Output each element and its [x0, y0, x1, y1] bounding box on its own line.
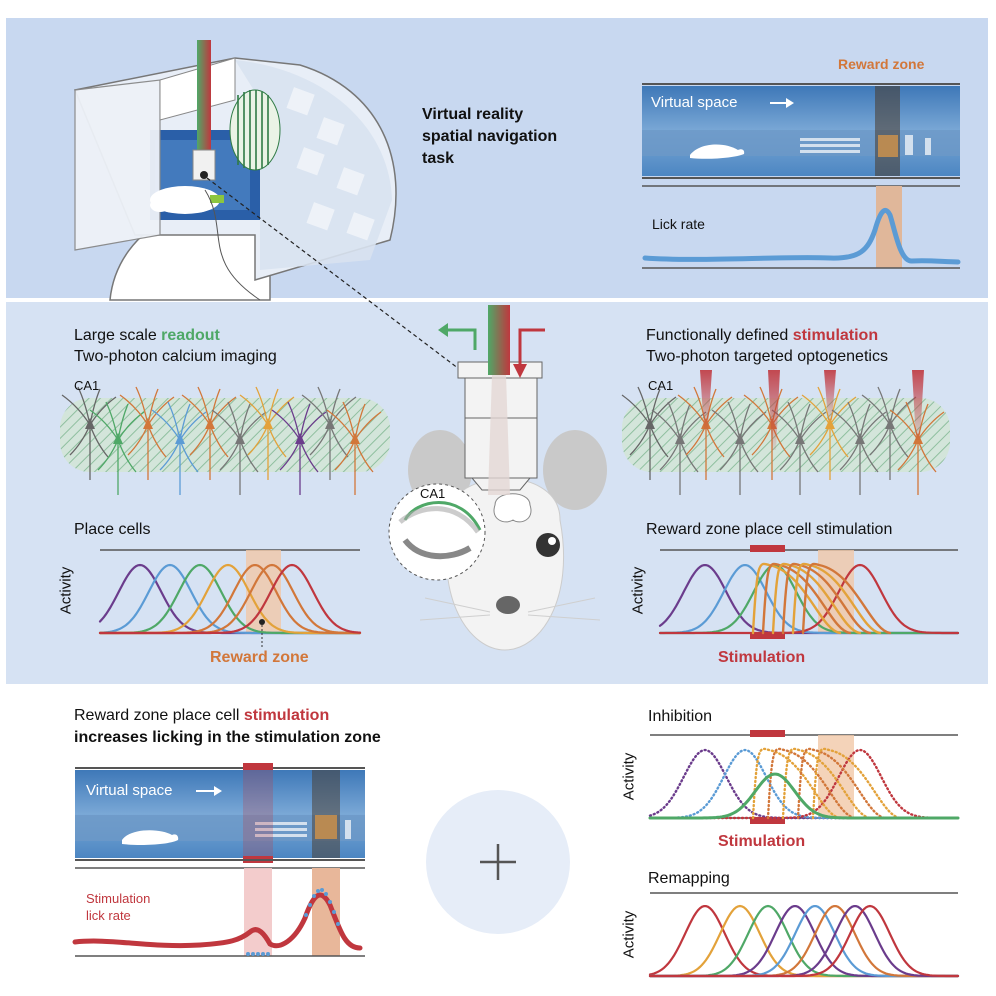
- remapped-curve: [648, 905, 960, 978]
- neuron: [801, 386, 857, 480]
- vr-track-top: [642, 83, 961, 269]
- vr-track-bottom: [72, 763, 365, 957]
- inhibited-curve: [811, 747, 902, 820]
- reward-zone-label-mid: Reward zone: [210, 649, 309, 666]
- neuron: [89, 401, 145, 495]
- vr-title-line1: Virtual reality: [422, 106, 524, 123]
- vr-title-line2: spatial navigation: [422, 128, 558, 145]
- neuron: [831, 401, 887, 495]
- neuron: [181, 386, 237, 480]
- activity-axis-left: Activity: [57, 566, 75, 615]
- place-cells-title: Place cells: [74, 521, 151, 538]
- stimulation-label-bottom: Stimulation: [718, 833, 806, 850]
- stimulated-place-cell-curve: [781, 562, 872, 635]
- place-cell-curve: [98, 563, 362, 635]
- stim-lick-rate-curve: [72, 892, 363, 951]
- mouse-silhouette-bottom: [122, 830, 179, 845]
- readout-heading: Large scale readout: [74, 327, 220, 344]
- ca1-label-center: CA1: [420, 486, 446, 501]
- remapping-plot: [648, 892, 960, 978]
- place-cells-plot: [98, 549, 362, 648]
- stim-lick-label-line2: lick rate: [86, 908, 131, 923]
- place-cell-curve: [658, 563, 960, 635]
- stim-plot-title: Reward zone place cell stimulation: [646, 521, 893, 538]
- stimulation-highlight: stimulation: [792, 327, 879, 344]
- stimulation-label-mid: Stimulation: [718, 649, 806, 666]
- neuron: [621, 386, 677, 480]
- reward-zone-label-top: Reward zone: [838, 56, 925, 72]
- inhibited-curve: [766, 747, 857, 820]
- inhibition-title: Inhibition: [648, 708, 713, 725]
- vr-title-line3: task: [422, 150, 455, 167]
- microscope-objective: [438, 305, 545, 495]
- stimulated-place-cell-curve: [751, 562, 842, 635]
- neuron: [271, 401, 327, 495]
- bottom-heading-line1: Reward zone place cell stimulation: [74, 707, 330, 724]
- inhibition-plot: [648, 730, 960, 824]
- neurons-left: [61, 386, 382, 495]
- stim-plot: [658, 545, 960, 639]
- mouse-head-illustration: [388, 430, 607, 651]
- neuron: [651, 401, 707, 495]
- virtual-space-label-bottom: Virtual space: [86, 782, 173, 799]
- bottom-heading-line2: increases licking in the stimulation zon…: [74, 729, 381, 746]
- remaining-curve: [648, 772, 960, 820]
- plus-icon: [480, 844, 516, 880]
- lick-rate-curve-top: [642, 208, 961, 265]
- ca1-label-left: CA1: [74, 378, 100, 393]
- stimulation-subheading: Two-photon targeted optogenetics: [646, 348, 888, 365]
- neuron: [861, 386, 917, 480]
- inhibited-curve: [751, 747, 842, 820]
- lick-rate-label: Lick rate: [652, 216, 705, 232]
- stimulated-place-cell-curve: [761, 562, 852, 635]
- neuron: [326, 401, 382, 495]
- neuron: [151, 401, 207, 495]
- neuron: [301, 386, 357, 480]
- ca1-label-right: CA1: [648, 378, 674, 393]
- virtual-space-label-top: Virtual space: [651, 94, 738, 111]
- stimulated-place-cell-curve: [771, 562, 862, 635]
- remapping-title: Remapping: [648, 870, 730, 887]
- inhibited-curve: [781, 747, 872, 820]
- readout-highlight: readout: [161, 327, 220, 344]
- activity-axis-remapping: Activity: [620, 910, 638, 959]
- activity-axis-right: Activity: [629, 566, 647, 615]
- neuron: [61, 386, 117, 480]
- stimulated-place-cell-curve: [791, 562, 882, 635]
- stim-lick-label-line1: Stimulation: [86, 891, 151, 906]
- neuron: [119, 386, 175, 480]
- neuron: [711, 401, 767, 495]
- activity-axis-inhibition: Activity: [620, 752, 638, 801]
- neuron: [211, 401, 267, 495]
- stimulated-place-cell-curve: [801, 562, 892, 635]
- readout-subheading: Two-photon calcium imaging: [74, 348, 277, 365]
- mouse-silhouette-top: [690, 144, 745, 159]
- remapped-curve: [648, 904, 960, 978]
- laser-beams: [700, 370, 924, 450]
- vr-rig-illustration: [73, 40, 397, 301]
- connector-line: [206, 177, 501, 401]
- inhibited-curve: [796, 747, 887, 820]
- neuron: [239, 386, 295, 480]
- stimulation-heading: Functionally defined stimulation: [646, 327, 879, 344]
- bottom-stim-highlight: stimulation: [243, 707, 330, 724]
